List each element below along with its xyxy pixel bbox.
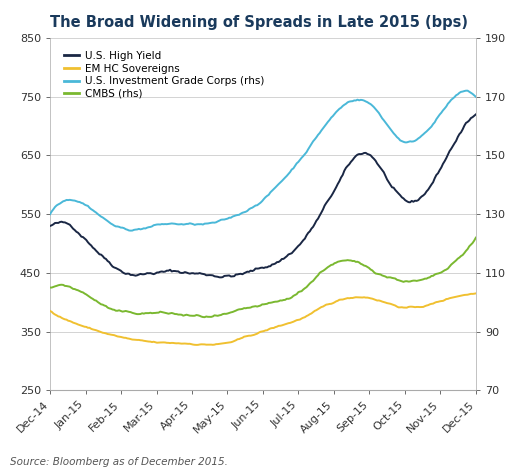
Legend: U.S. High Yield, EM HC Sovereigns, U.S. Investment Grade Corps (rhs), CMBS (rhs): U.S. High Yield, EM HC Sovereigns, U.S. …	[59, 47, 268, 103]
Text: Source: Bloomberg as of December 2015.: Source: Bloomberg as of December 2015.	[10, 457, 228, 467]
Text: The Broad Widening of Spreads in Late 2015 (bps): The Broad Widening of Spreads in Late 20…	[50, 15, 468, 30]
